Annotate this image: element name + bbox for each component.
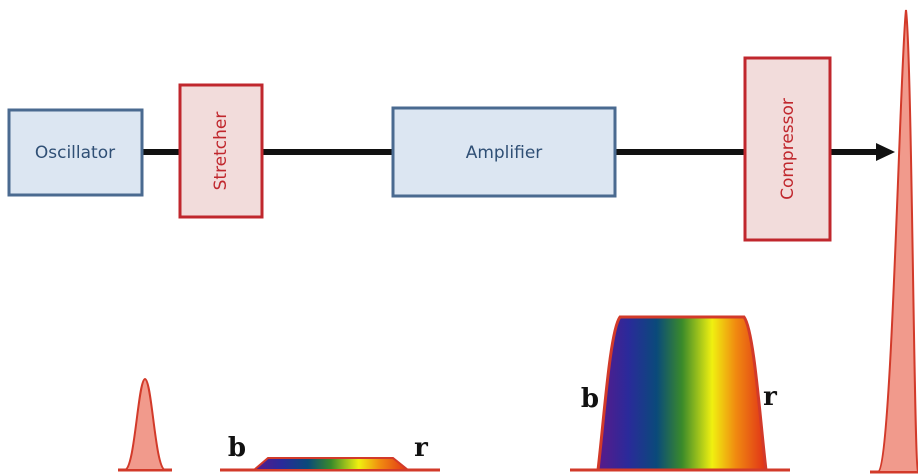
stretcher-box [178,83,264,219]
blue-label: b [581,384,599,414]
node-label: Oscillator [35,143,115,163]
node-label: Compressor [778,98,798,200]
compressed-pulse [877,9,918,473]
blue-label: b [228,433,246,463]
short-pulse [124,377,166,471]
oscillator-box [7,108,144,197]
node-label: Stretcher [211,112,231,191]
node-label: Amplifier [466,143,543,163]
red-label: r [763,382,777,412]
red-label: r [414,433,428,463]
stretched-pulse [251,457,411,471]
amplifier-box [391,106,617,198]
arrow-head [876,143,895,161]
compressor-box [743,56,832,242]
amplified-pulse [596,315,768,472]
